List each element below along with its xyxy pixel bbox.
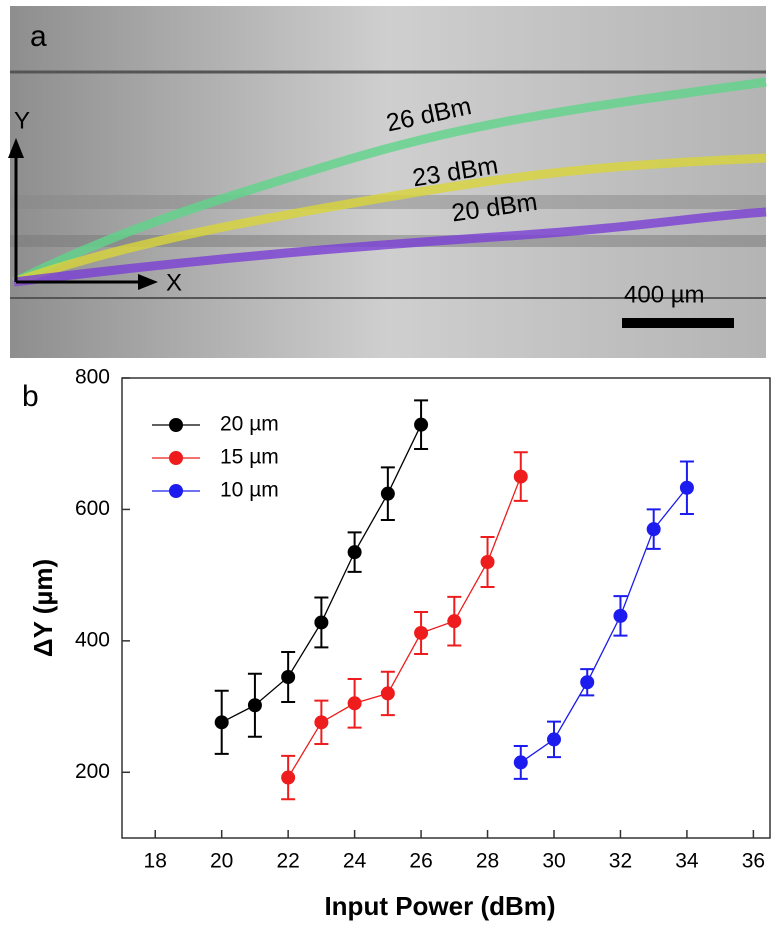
- micrograph: [10, 6, 766, 358]
- arrow-head: [8, 138, 24, 158]
- data-point: [281, 770, 296, 785]
- data-point: [480, 555, 495, 569]
- scale-bar: [622, 318, 734, 328]
- data-point: [646, 522, 661, 537]
- y-tick-label: 800: [75, 366, 110, 389]
- data-point: [380, 686, 395, 701]
- legend-label: 10 µm: [220, 479, 279, 502]
- data-point: [347, 545, 362, 560]
- data-point: [380, 486, 395, 501]
- y-tick-label: 400: [75, 628, 110, 651]
- data-point: [547, 732, 561, 747]
- data-point: [679, 480, 694, 495]
- data-point: [281, 670, 296, 684]
- x-tick-label: 32: [609, 850, 632, 873]
- data-point: [347, 696, 362, 711]
- legend-label: 15 µm: [220, 446, 279, 469]
- data-point: [314, 715, 329, 730]
- axis-label: X: [166, 269, 182, 296]
- panel-label: b: [22, 380, 39, 413]
- legend-marker: [169, 451, 183, 465]
- x-tick-label: 34: [675, 850, 699, 873]
- legend-marker: [169, 484, 183, 498]
- data-point: [513, 469, 528, 484]
- x-tick-label: 26: [409, 850, 432, 873]
- data-point: [414, 625, 429, 640]
- data-point: [314, 615, 329, 630]
- data-point: [447, 614, 462, 629]
- data-point: [247, 698, 262, 713]
- legend-marker: [169, 418, 183, 432]
- x-tick-label: 24: [343, 850, 367, 873]
- panel-a: a Y X 26 dBm 23 dBm 20 dBm 400 µm: [8, 6, 767, 358]
- data-point: [580, 675, 595, 690]
- trajectory: [12, 153, 767, 287]
- scale-label: 400 µm: [624, 281, 705, 308]
- legend-label: 20 µm: [220, 413, 279, 436]
- data-point: [613, 608, 628, 623]
- y-tick-label: 600: [75, 497, 110, 520]
- y-tick-label: 200: [75, 760, 110, 783]
- plot-frame: [121, 377, 771, 839]
- data-point: [214, 715, 229, 730]
- y-axis-title: ΔY (µm): [28, 559, 58, 657]
- series-line: [520, 487, 688, 763]
- x-tick-label: 28: [476, 850, 499, 873]
- panel-label: a: [30, 20, 47, 53]
- x-axis-title: Input Power (dBm): [324, 891, 555, 921]
- axis-label: Y: [14, 107, 30, 134]
- trajectory: [13, 207, 767, 287]
- x-tick-label: 22: [276, 850, 299, 873]
- x-tick-label: 36: [742, 850, 765, 873]
- x-tick-label: 20: [210, 850, 233, 873]
- arrow-head: [138, 274, 158, 290]
- data-point: [513, 755, 528, 770]
- data-point: [414, 417, 429, 432]
- series-line: [221, 424, 422, 723]
- x-tick-label: 18: [144, 850, 167, 873]
- x-tick-label: 30: [542, 850, 565, 873]
- trajectory: [12, 77, 767, 287]
